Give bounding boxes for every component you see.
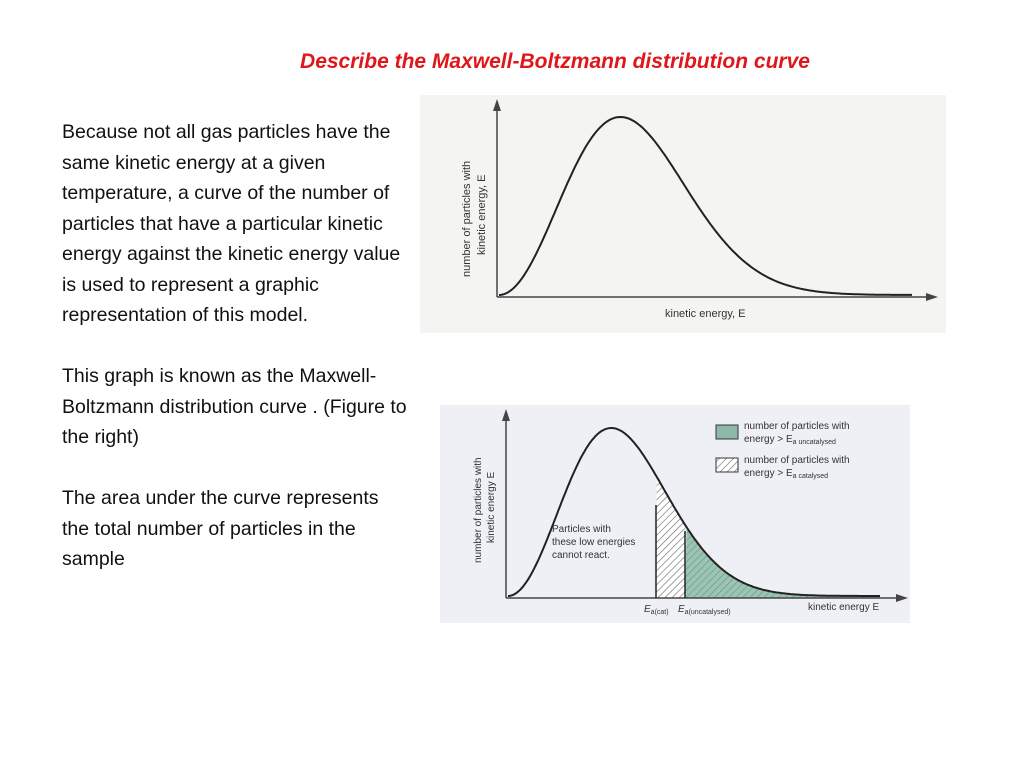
area-uncatalysed (685, 527, 880, 598)
y-axis-label-line1: number of particles with (473, 457, 484, 563)
area-catalysed (656, 476, 685, 598)
paragraph-intro: Because not all gas particles have the s… (62, 121, 401, 326)
body-text: Because not all gas particles have the s… (62, 117, 407, 605)
distribution-curve (498, 115, 912, 296)
figure-maxwell-boltzmann: kinetic energy, E number of particles wi… (420, 95, 946, 333)
legend-cat-line2: energy > Ea catalysed (744, 468, 828, 480)
chart-1: kinetic energy, E number of particles wi… (461, 99, 938, 320)
annotation-line2: these low energies (552, 537, 635, 548)
y-axis-arrow (502, 409, 510, 421)
paragraph-area: The area under the curve represents the … (62, 487, 379, 570)
y-axis-label-line2: kinetic energy, E (476, 174, 488, 255)
marker-label-ea-cat: Ea(cat) (644, 604, 669, 616)
legend-uncat-line2: energy > Ea uncatalysed (744, 434, 836, 446)
legend-uncat-line1: number of particles with (744, 421, 850, 432)
y-axis-label-line2: kinetic energy E (486, 472, 497, 543)
marker-label-ea-uncat: Ea(uncatalysed) (678, 604, 731, 616)
annotation-line3: cannot react. (552, 550, 610, 561)
page-title: Describe the Maxwell-Boltzmann distribut… (300, 50, 810, 73)
distribution-curve (507, 427, 880, 597)
legend: number of particles with energy > Ea unc… (715, 421, 850, 480)
x-axis-label: kinetic energy E (808, 602, 879, 613)
x-axis-arrow (926, 293, 938, 301)
x-axis-label: kinetic energy, E (665, 308, 746, 320)
paragraph-graph-name: This graph is known as the Maxwell-Boltz… (62, 365, 407, 448)
legend-cat-line1: number of particles with (744, 455, 850, 466)
legend-swatch-catalysed (715, 457, 739, 473)
legend-swatch-uncatalysed (715, 424, 739, 440)
x-axis-arrow (896, 594, 908, 602)
chart-2: Ea(cat) Ea(uncatalysed) kinetic energy E… (473, 409, 908, 616)
y-axis-label-line1: number of particles with (461, 161, 473, 277)
annotation-line1: Particles with (552, 524, 611, 535)
figure-activation-energy: Ea(cat) Ea(uncatalysed) kinetic energy E… (440, 405, 910, 623)
y-axis-arrow (493, 99, 501, 111)
